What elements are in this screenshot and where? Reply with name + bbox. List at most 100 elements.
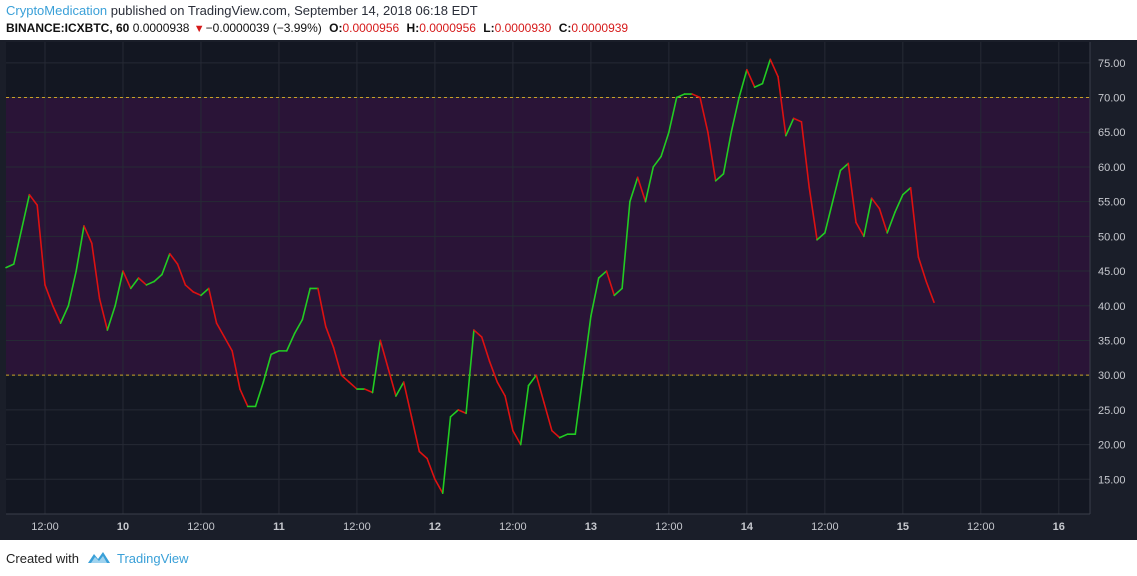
rsi-segment bbox=[613, 287, 623, 297]
rsi-segment bbox=[824, 200, 834, 234]
rsi-segment bbox=[551, 429, 561, 439]
rsi-segment bbox=[285, 332, 296, 352]
rsi-segment bbox=[699, 96, 709, 134]
rsi-segment bbox=[457, 409, 467, 415]
rsi-segment bbox=[621, 200, 631, 290]
rsi-segment bbox=[753, 82, 764, 88]
footer: Created with TradingView bbox=[6, 550, 189, 567]
x-tick-label: 12:00 bbox=[499, 521, 527, 533]
rsi-segment bbox=[332, 346, 343, 376]
rsi-segment bbox=[262, 353, 272, 383]
rsi-segment bbox=[59, 304, 70, 324]
created-with-text: Created with bbox=[6, 551, 79, 566]
rsi-segment bbox=[652, 155, 662, 168]
rsi-segment bbox=[792, 117, 803, 123]
rsi-segment bbox=[902, 186, 912, 196]
y-tick-label: 55.00 bbox=[1098, 197, 1126, 209]
rsi-segment bbox=[410, 416, 421, 453]
rsi-segment bbox=[98, 298, 109, 331]
rsi-segment bbox=[504, 395, 514, 432]
rsi-segment bbox=[465, 329, 475, 415]
rsi-chart[interactable]: 15.00 20.00 25.00 30.00 35.00 40.00 45.00 50.00… bbox=[0, 40, 1137, 540]
rsi-segment bbox=[51, 304, 62, 324]
rsi-segment bbox=[145, 280, 155, 286]
rsi-segment bbox=[239, 388, 249, 408]
rsi-segment bbox=[363, 388, 374, 394]
y-tick-label: 75.00 bbox=[1098, 58, 1126, 70]
tradingview-link[interactable]: TradingView bbox=[116, 551, 189, 566]
rsi-segment bbox=[387, 367, 397, 397]
rsi-segment bbox=[870, 197, 881, 210]
rsi-segment bbox=[20, 193, 31, 231]
rsi-segment bbox=[574, 374, 584, 435]
close-label: C: bbox=[558, 21, 572, 35]
x-tick-label: 11 bbox=[273, 521, 285, 533]
rsi-segment bbox=[418, 450, 428, 460]
y-tick-label: 40.00 bbox=[1098, 301, 1126, 313]
rsi-segment bbox=[558, 433, 569, 439]
rsi-segment bbox=[5, 263, 15, 269]
publish-info: CryptoMedication published on TradingVie… bbox=[6, 3, 478, 18]
rsi-segment bbox=[925, 280, 935, 304]
rsi-segment bbox=[254, 381, 265, 408]
y-tick-label: 30.00 bbox=[1098, 370, 1126, 382]
rsi-segment bbox=[153, 273, 163, 283]
rsi-segment bbox=[301, 287, 311, 321]
rsi-segment bbox=[894, 193, 904, 213]
rsi-segment bbox=[605, 270, 616, 297]
rsi-segment bbox=[730, 96, 740, 134]
rsi-segment bbox=[855, 221, 865, 238]
rsi-segment bbox=[340, 374, 350, 383]
rsi-segment bbox=[527, 374, 538, 387]
rsi-segment bbox=[176, 263, 187, 286]
rsi-segment bbox=[808, 186, 818, 241]
rsi-segment bbox=[395, 381, 405, 397]
rsi-segment bbox=[785, 117, 795, 137]
rsi-segment bbox=[722, 131, 733, 175]
rsi-segment bbox=[402, 381, 413, 418]
high-value: 0.0000956 bbox=[419, 21, 476, 35]
high-label: H: bbox=[406, 21, 420, 35]
rsi-segment bbox=[200, 287, 210, 297]
x-tick-label: 12:00 bbox=[811, 521, 839, 533]
rsi-segment bbox=[746, 68, 756, 88]
rsi-segment bbox=[168, 252, 179, 265]
rsi-segment bbox=[441, 416, 452, 494]
rsi-segment bbox=[379, 339, 389, 370]
rsi-segment bbox=[270, 350, 280, 356]
rsi-segment bbox=[512, 429, 522, 446]
rsi-segment bbox=[12, 228, 23, 265]
rsi-segment bbox=[917, 256, 928, 283]
rsi-segment bbox=[348, 381, 358, 390]
rsi-segment bbox=[371, 339, 382, 394]
rsi-segment bbox=[129, 277, 140, 290]
rsi-segment bbox=[215, 322, 226, 338]
y-tick-label: 65.00 bbox=[1098, 127, 1126, 139]
rsi-segment bbox=[535, 374, 545, 404]
x-tick-label: 10 bbox=[117, 521, 129, 533]
rsi-segment bbox=[426, 457, 436, 481]
author-link[interactable]: CryptoMedication bbox=[6, 3, 108, 18]
y-tick-label: 50.00 bbox=[1098, 231, 1126, 243]
symbol-label: BINANCE:ICXBTC, 60 bbox=[6, 21, 130, 35]
x-tick-label: 12:00 bbox=[31, 521, 59, 533]
rsi-segment bbox=[192, 291, 202, 297]
rsi-segment bbox=[44, 284, 54, 307]
rsi-segment bbox=[184, 284, 194, 293]
x-tick-label: 14 bbox=[741, 521, 754, 533]
low-value: 0.0000930 bbox=[494, 21, 552, 35]
rsi-segment bbox=[714, 173, 725, 182]
rsi-segment bbox=[519, 384, 530, 446]
rsi-segment bbox=[863, 197, 873, 238]
rsi-segment bbox=[122, 270, 132, 290]
rsi-segment bbox=[161, 252, 171, 276]
y-tick-label: 45.00 bbox=[1098, 266, 1126, 278]
published-text: published on TradingView.com, September … bbox=[107, 3, 478, 18]
rsi-segment bbox=[83, 225, 93, 245]
rsi-segment bbox=[434, 478, 444, 494]
rsi-segment bbox=[75, 225, 85, 272]
rsi-segment bbox=[223, 336, 233, 352]
close-value: 0.0000939 bbox=[571, 21, 629, 35]
open-value: 0.0000956 bbox=[342, 21, 400, 35]
rsi-segment bbox=[449, 409, 460, 418]
